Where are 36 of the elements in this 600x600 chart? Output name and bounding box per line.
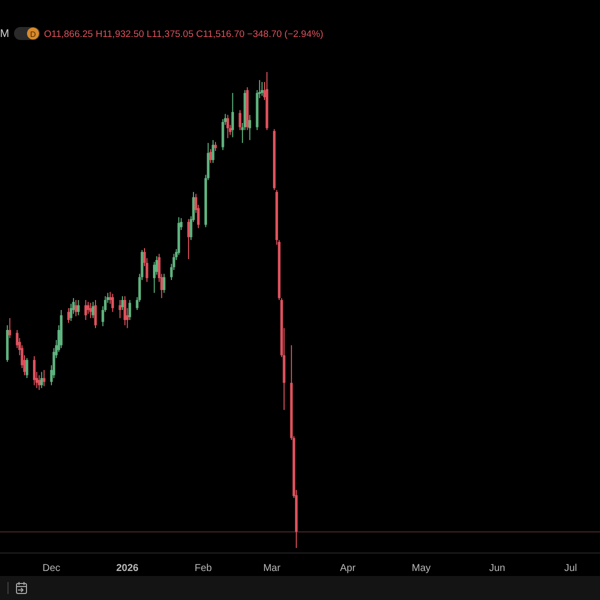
x-tick-label: 2026 (116, 563, 139, 574)
candlestick (32, 356, 36, 386)
candlestick (38, 374, 40, 390)
candlestick (124, 296, 126, 326)
x-tick-label: Mar (263, 563, 282, 574)
candlestick (226, 114, 230, 139)
candlestick (77, 300, 80, 316)
candlestick (128, 300, 132, 320)
text: D (30, 30, 36, 39)
candlestick (162, 273, 166, 294)
x-tick-label: Jun (489, 563, 506, 574)
x-tick-label: Jul (564, 563, 578, 574)
chart-title: O11,866.25 H11,932.50 L11,375.05 C11,516.70 −348.70 (−2.94%) (44, 29, 324, 40)
candlestick (248, 114, 252, 141)
candlestick (84, 300, 88, 320)
candlestick (121, 296, 124, 310)
candlestick (238, 110, 242, 131)
candlestick (260, 81, 264, 96)
candlestick (26, 358, 28, 379)
candlestick (118, 300, 122, 319)
candlestick (89, 302, 92, 319)
x-tick-label: May (412, 563, 431, 574)
candlestick (214, 141, 217, 152)
x-tick-label: Feb (194, 563, 212, 574)
candlestick (212, 140, 214, 164)
candlestick (8, 318, 12, 339)
x-tick-label: Dec (42, 563, 60, 574)
text: M (0, 28, 10, 40)
candlestick (42, 369, 46, 387)
candlestick (231, 92, 234, 138)
candlestick (209, 148, 212, 164)
candlestick (111, 293, 114, 312)
x-tick-label: Apr (340, 563, 356, 574)
candlestick (74, 300, 78, 317)
candlestick (94, 300, 97, 329)
candlestick (40, 371, 43, 389)
